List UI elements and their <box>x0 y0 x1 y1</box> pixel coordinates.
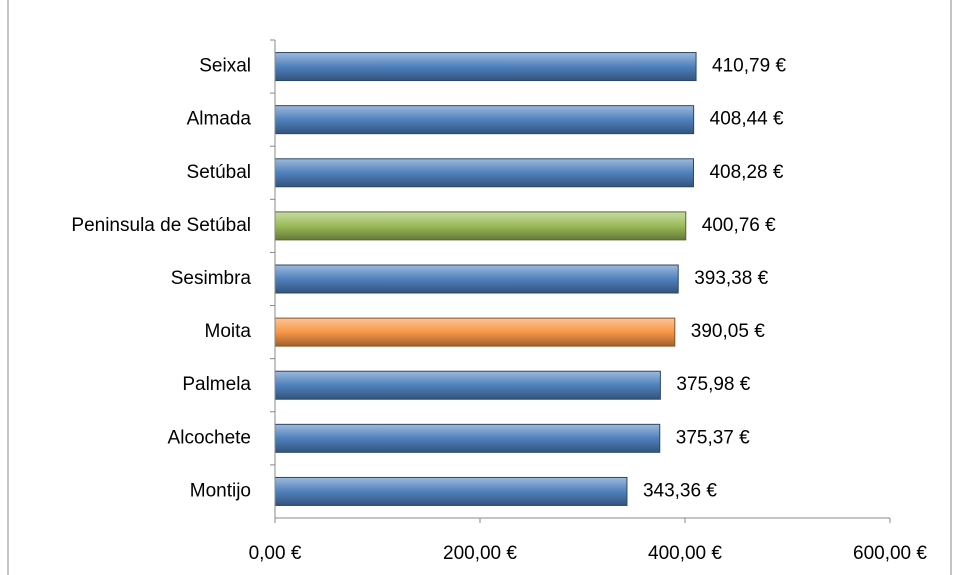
x-tick-label: 600,00 € <box>853 543 927 564</box>
value-label: 375,37 € <box>676 427 750 448</box>
value-label: 408,28 € <box>709 162 783 183</box>
y-tick-label: Sesimbra <box>171 268 252 289</box>
value-label: 343,36 € <box>643 480 717 501</box>
bar <box>274 423 661 453</box>
x-tick-label: 0,00 € <box>249 543 302 564</box>
value-label: 408,44 € <box>710 109 784 130</box>
y-tick-label: Almada <box>187 109 252 130</box>
y-tick-label: Seixal <box>199 56 251 77</box>
bar <box>274 211 687 241</box>
y-tick-label: Peninsula de Setúbal <box>71 215 251 236</box>
bar <box>274 476 628 506</box>
bar <box>274 52 697 82</box>
y-tick-label: Alcochete <box>168 427 251 448</box>
value-label: 410,79 € <box>712 56 786 77</box>
value-label: 393,38 € <box>694 268 768 289</box>
chart-frame <box>7 0 952 575</box>
y-tick-label: Setúbal <box>187 162 251 183</box>
x-tick-label: 400,00 € <box>648 543 722 564</box>
bar <box>274 370 661 400</box>
bar <box>274 105 695 135</box>
value-label: 390,05 € <box>691 321 765 342</box>
value-label: 375,98 € <box>676 374 750 395</box>
value-label: 400,76 € <box>702 215 776 236</box>
x-tick-label: 200,00 € <box>443 543 517 564</box>
bar <box>274 317 676 347</box>
y-tick-label: Palmela <box>182 374 251 395</box>
bar <box>274 158 694 188</box>
y-tick-label: Montijo <box>190 480 251 501</box>
bar <box>274 264 679 294</box>
y-tick-label: Moita <box>205 321 252 342</box>
